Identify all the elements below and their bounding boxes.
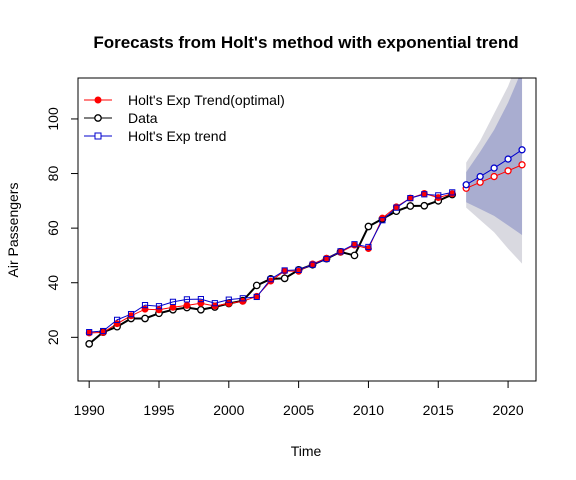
optimal-fit-point — [183, 301, 191, 309]
y-tick-label: 40 — [45, 275, 61, 291]
optimal-fit-point — [364, 245, 372, 253]
fitted-point — [337, 248, 344, 255]
data-point — [85, 340, 94, 348]
fitted-forecast-point — [518, 146, 526, 154]
fitted-point — [169, 298, 177, 305]
prediction-intervals — [466, 78, 523, 264]
optimal-fit-point — [448, 190, 456, 198]
x-tick-label: 2015 — [423, 402, 454, 418]
fitted-point — [323, 255, 330, 263]
fitted-point — [267, 276, 274, 283]
legend-label-fitted: Holt's Exp trend — [128, 128, 226, 144]
fitted-point — [421, 191, 428, 198]
optimal-fit-point — [225, 300, 233, 307]
x-axis-label: Time — [291, 443, 322, 459]
optimal-fit-point — [155, 306, 163, 314]
fitted-point — [253, 293, 260, 301]
fitted-point — [407, 195, 414, 202]
series-lines — [88, 149, 523, 345]
fitted-forecast-point — [476, 172, 484, 181]
data-point — [280, 274, 289, 283]
series-points — [85, 146, 526, 348]
fitted-point — [86, 329, 93, 336]
fitted-point — [309, 261, 316, 268]
fitted-forecast-point — [504, 155, 512, 163]
optimal-fit-point — [295, 267, 303, 275]
data-point — [420, 201, 429, 210]
optimal-fit-point — [99, 328, 107, 336]
y-axis: 20 40 60 80 100 — [45, 107, 79, 345]
fitted-point — [365, 243, 372, 251]
optimal-forecast-point — [504, 167, 512, 175]
optimal-fit-point — [169, 303, 177, 311]
fitted-point — [211, 300, 218, 307]
optimal-fit-point — [267, 277, 275, 285]
fitted-point — [393, 204, 400, 211]
x-tick-label: 2020 — [492, 402, 523, 418]
y-tick-label: 80 — [45, 166, 61, 182]
data-point — [197, 305, 205, 314]
fitted-point — [379, 217, 386, 224]
fitted-point — [449, 189, 456, 196]
legend-label-data: Data — [128, 110, 158, 126]
x-tick-label: 2000 — [213, 402, 244, 418]
legend-marker-data — [94, 114, 102, 122]
fitted-point — [183, 296, 191, 303]
optimal-fit-point — [127, 312, 135, 320]
data-point — [350, 251, 359, 260]
chart-title: Forecasts from Holt's method with expone… — [93, 33, 518, 52]
fitted-point — [225, 296, 232, 303]
interval-80-band — [466, 78, 523, 235]
y-axis-label: Air Passengers — [5, 183, 21, 278]
data-point — [364, 222, 373, 231]
fitted-point — [113, 316, 121, 323]
legend-marker-fitted — [94, 132, 102, 140]
x-tick-label: 2005 — [283, 402, 314, 418]
fitted-point — [197, 296, 204, 303]
fitted-point — [100, 327, 107, 335]
x-tick-label: 1990 — [74, 402, 105, 418]
legend: Holt's Exp Trend(optimal) Data Holt's Exp … — [84, 92, 285, 144]
fitted-point — [435, 192, 442, 199]
y-tick-label: 60 — [45, 220, 61, 236]
legend-marker-optimal — [94, 96, 102, 104]
data-point — [406, 202, 415, 210]
fitted-point — [295, 266, 302, 273]
optimal-fit-point — [406, 194, 414, 202]
fitted-point — [351, 241, 358, 248]
fitted-point — [127, 311, 135, 318]
fitted-point — [281, 267, 288, 274]
fitted-forecast-point — [462, 181, 470, 189]
x-tick-label: 2010 — [353, 402, 384, 418]
optimal-fit-point — [113, 320, 121, 328]
data-point — [141, 314, 149, 323]
fitted-forecast-point — [490, 164, 498, 172]
fitted-point — [239, 295, 246, 302]
y-tick-label: 100 — [45, 107, 61, 131]
x-axis: 1990 1995 2000 2005 2010 2015 2020 — [74, 380, 524, 418]
fitted-point — [141, 302, 149, 309]
data-point — [252, 281, 261, 290]
legend-label-optimal: Holt's Exp Trend(optimal) — [128, 92, 285, 108]
optimal-forecast-point — [490, 172, 498, 181]
fitted-point — [155, 303, 163, 310]
y-tick-label: 20 — [45, 329, 61, 345]
x-tick-label: 1995 — [143, 402, 174, 418]
optimal-forecast-point — [518, 161, 526, 169]
